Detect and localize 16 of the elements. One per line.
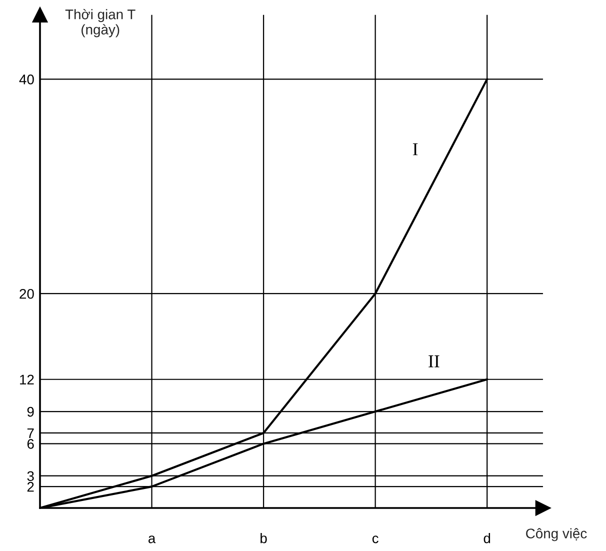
x-tick-label: b — [260, 533, 267, 544]
y-tick-label: 6 — [27, 439, 34, 449]
x-axis-title: Công việc — [526, 528, 587, 542]
y-tick-label: 7 — [27, 428, 34, 438]
y-tick-label: 9 — [27, 406, 34, 417]
y-axis-title: Thời gian T (ngày) — [65, 8, 136, 38]
y-tick-label: 12 — [20, 374, 34, 384]
y-tick-label: 3 — [27, 471, 34, 482]
x-tick-label: c — [372, 536, 378, 544]
y-tick-label: 40 — [19, 74, 34, 84]
series-label: II — [428, 355, 440, 368]
x-tick-label: d — [484, 533, 490, 544]
x-tick-label: a — [148, 536, 156, 544]
y-tick-label: 20 — [20, 288, 34, 299]
series-label: I — [412, 143, 418, 156]
y-tick-label: 2 — [27, 482, 34, 492]
